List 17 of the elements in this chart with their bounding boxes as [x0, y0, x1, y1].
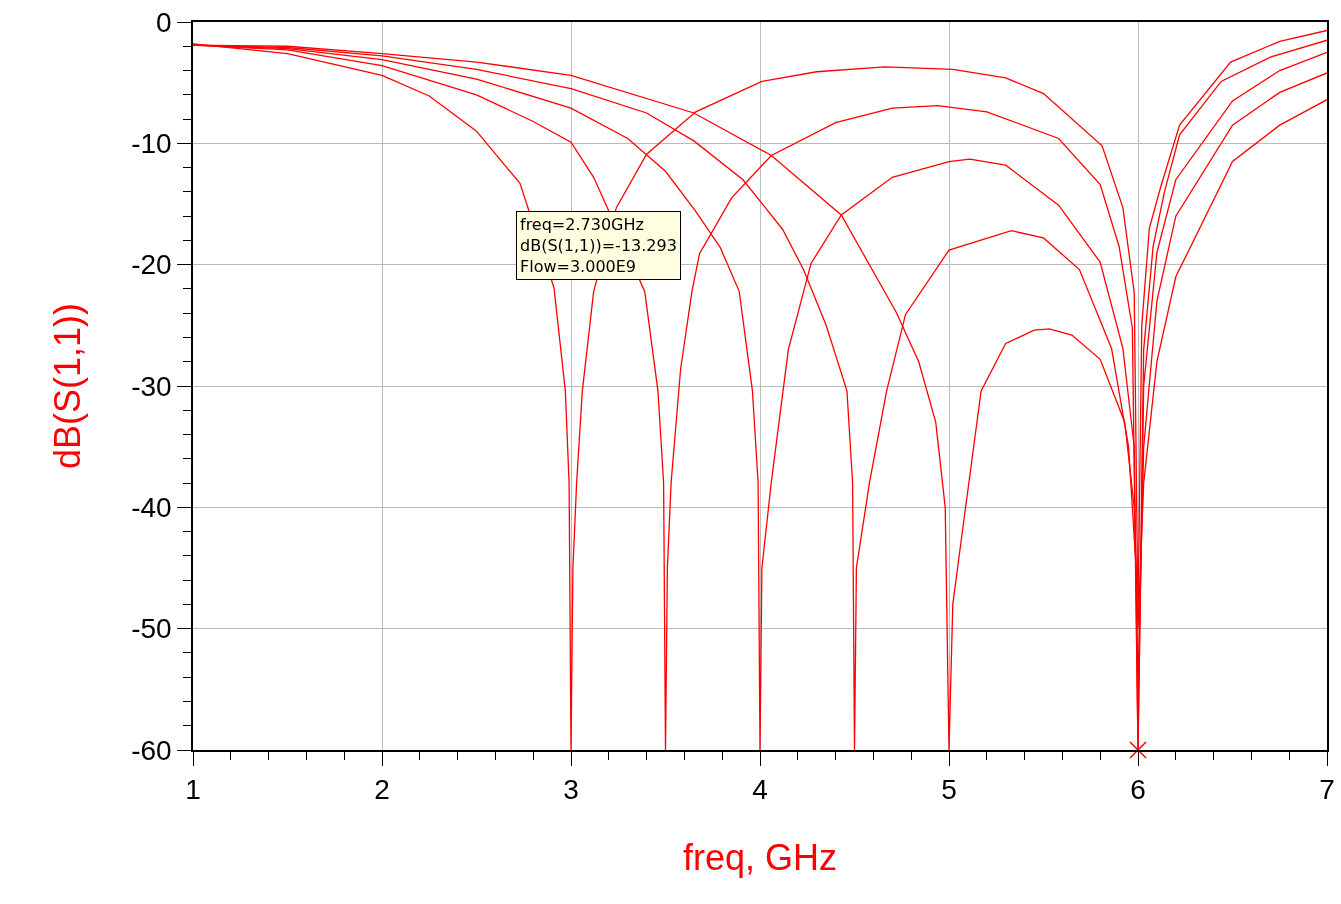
y-tick-label: -60: [131, 734, 172, 766]
x-tick-label: 1: [185, 774, 201, 806]
y-axis-title: dB(S(1,1)): [46, 302, 88, 470]
y-tick-label: -40: [131, 492, 172, 524]
y-tick-label: -20: [131, 249, 172, 281]
x-axis-title: freq, GHz: [682, 836, 838, 878]
y-tick-label: -50: [131, 613, 172, 645]
annotation: freq=2.730GHz dB(S(1,1))=-13.293 Flow=3.000E9: [520, 215, 677, 276]
y-tick-label: -10: [131, 128, 172, 160]
x-tick-label: 7: [1319, 774, 1335, 806]
x-tick-label: 3: [563, 774, 579, 806]
y-tick-label: 0: [156, 6, 172, 38]
x-tick-label: 2: [374, 774, 390, 806]
y-tick-label: -30: [131, 370, 172, 402]
x-tick-label: 4: [752, 774, 768, 806]
x-tick-label: 6: [1130, 774, 1146, 806]
x-tick-label: 5: [941, 774, 957, 806]
